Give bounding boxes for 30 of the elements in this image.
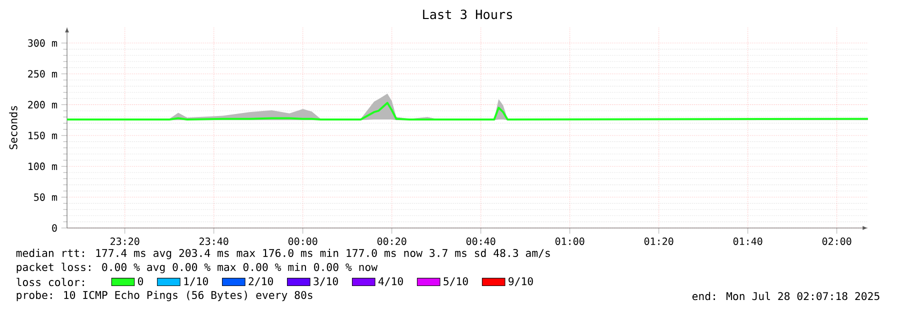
legend-label: 4/10 [378,277,403,286]
legend-label: 2/10 [248,277,273,286]
text: end: Mon Jul 28 02:07:18 2025 [692,292,880,300]
legend-label: 1/10 [184,277,208,286]
legend-label: 9/10 [508,277,533,286]
x-tick-label: 01:40 [733,238,762,246]
y-tick-label: 150 m [28,132,58,140]
y-tick-label: 300 m [28,39,58,47]
text: probe: 10 ICMP Echo Pings (56 Bytes) every 80s [16,290,312,302]
x-tick-label: 02:00 [822,238,852,246]
text: median rtt: 177.4 ms avg 203.4 ms max 176.0 ms min 177.0 ms now 3.7 ms sd 48.3 am/s [16,248,550,260]
x-tick-label: 23:40 [200,238,228,246]
chart-title: Last 3 Hours [423,10,512,20]
y-tick-label: 0 [52,224,57,232]
x-tick-label: 00:00 [288,238,318,246]
x-tick-label: 01:20 [644,238,674,246]
y-tick-label: 250 m [28,70,58,78]
legend-label: 3/10 [314,277,338,286]
legend-label: 0 [138,277,144,286]
text: packet loss: 0.00 % avg 0.00 % max 0.00 % min 0.00 % now [16,262,378,274]
y-tick-label: 200 m [28,100,58,108]
y-tick-label: 50 m [34,193,58,201]
x-tick-label: 01:00 [555,238,584,246]
legend-title: loss color: [16,278,84,286]
y-tick-label: 100 m [28,162,58,170]
x-tick-label: 00:20 [377,238,406,246]
x-tick-label: 23:20 [110,238,140,246]
legend-label: 5/10 [444,277,468,286]
y-axis-title: Seconds [9,106,18,150]
x-tick-label: 00:40 [466,238,496,246]
